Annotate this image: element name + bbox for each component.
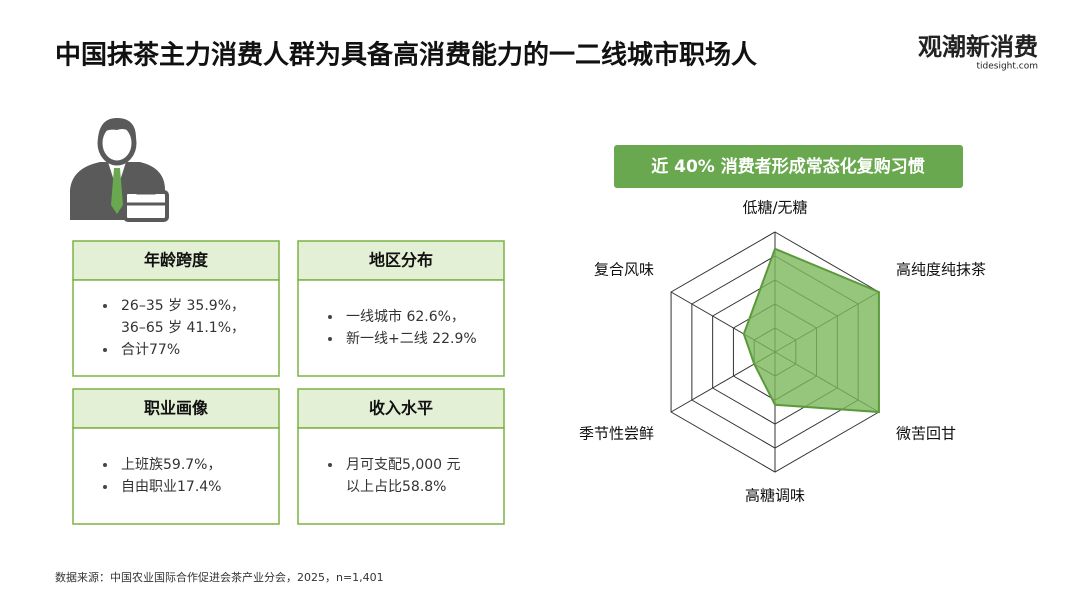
radar-area [742,247,880,414]
axis-label: 季节性尝鲜 [579,425,654,443]
bullet [328,337,332,341]
axis-label: 低糖/无糖 [742,199,807,217]
card-body [72,279,280,377]
card-item: 36–65 岁 41.1%， [121,320,245,336]
card-item: 合计77% [121,342,180,358]
bullet [328,315,332,319]
card-header [72,240,280,281]
card-item: 自由职业17.4% [121,479,221,495]
card-header [72,388,280,429]
source: 数据来源：中国农业国际合作促进会茶产业分会，2025，n=1,401 [55,570,384,584]
card-title: 年龄跨度 [144,251,209,270]
logo: 观潮新消费 [918,33,1038,61]
bullet [103,348,107,352]
axis-label: 高纯度纯抹茶 [896,261,986,279]
card-item: 以上占比58.8% [346,479,446,495]
card-title: 地区分布 [369,251,433,270]
chart-title: 近 40% 消费者形成常态化复购习惯 [651,156,925,177]
card-item: 26–35 岁 35.9%， [121,298,245,314]
card-item: 一线城市 62.6%， [346,308,465,325]
badge [614,145,963,188]
logo-url: tidesight.com [977,62,1039,72]
card-title: 收入水平 [369,399,433,418]
bullet [328,463,332,467]
card-body [72,427,280,525]
card-item: 上班族59.7%， [121,457,221,473]
card-title: 职业画像 [144,399,209,418]
axis-label: 微苦回甘 [896,425,956,443]
axis-label: 复合风味 [594,261,654,279]
title: 中国抹茶主力消费人群为具备高消费能力的一二线城市职场人 [55,40,757,71]
axis-label: 高糖调味 [745,487,805,505]
card-body [297,427,505,525]
card-header [297,388,505,429]
bullet [103,304,107,308]
bullet [103,485,107,489]
person-icon [70,118,169,222]
card-item: 月可支配5,000 元 [346,457,461,473]
card-body [297,279,505,377]
bullet [103,463,107,467]
card-item: 新一线+二线 22.9% [346,331,477,347]
